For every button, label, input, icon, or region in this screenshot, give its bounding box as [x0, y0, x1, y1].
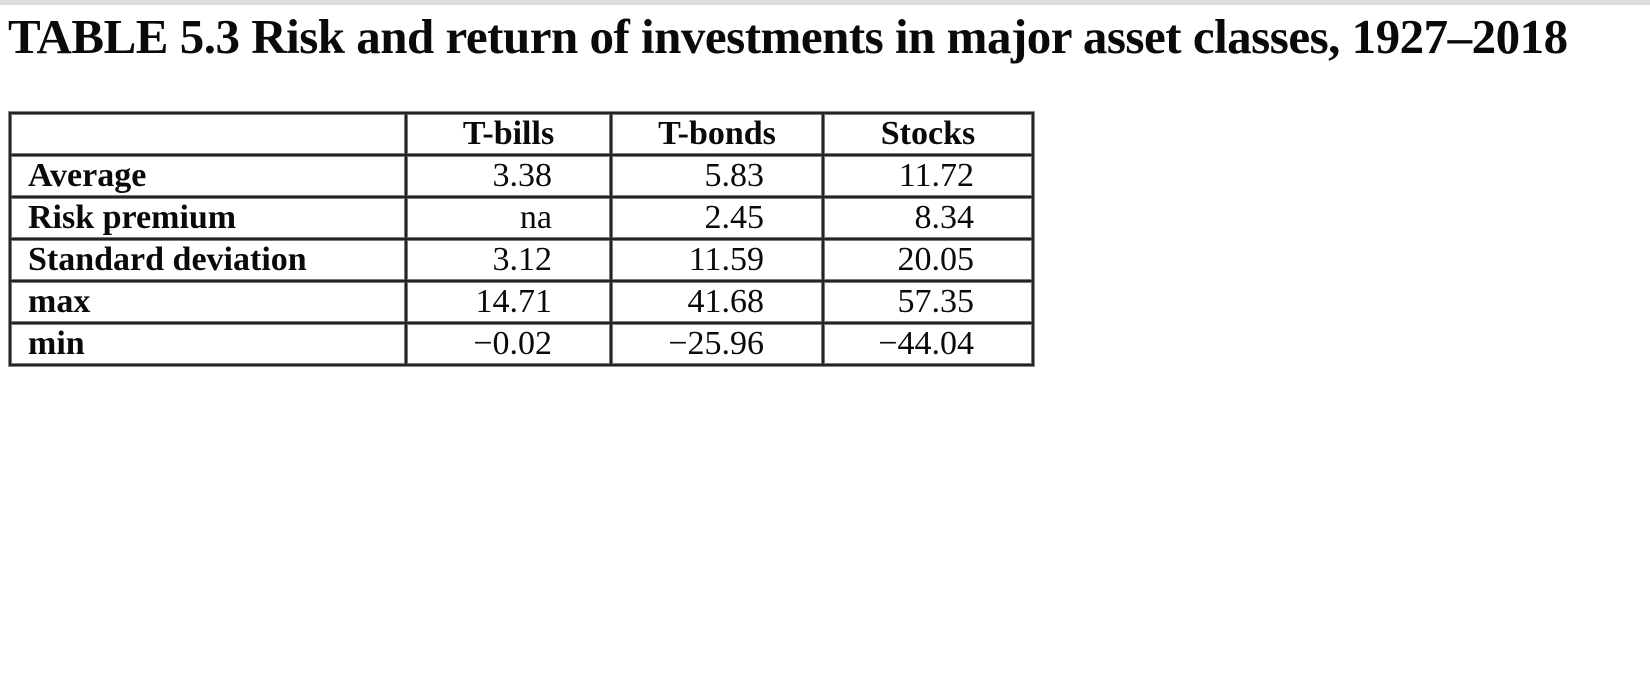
cell-min-t-bills: −0.02: [407, 324, 610, 364]
cell-average-t-bonds: 5.83: [612, 156, 822, 196]
table-row-max: max 14.71 41.68 57.35: [11, 282, 1032, 322]
cell-average-t-bills: 3.38: [407, 156, 610, 196]
cell-max-stocks: 57.35: [824, 282, 1032, 322]
header-stocks: Stocks: [824, 114, 1032, 154]
table-title: TABLE 5.3 Risk and return of investments…: [8, 9, 1568, 64]
cell-risk-premium-t-bonds: 2.45: [612, 198, 822, 238]
cell-min-stocks: −44.04: [824, 324, 1032, 364]
header-row: T-bills T-bonds Stocks: [11, 114, 1032, 154]
row-label-risk-premium: Risk premium: [11, 198, 405, 238]
risk-return-table: T-bills T-bonds Stocks Average 3.38 5.83…: [8, 111, 1035, 367]
cell-standard-deviation-stocks: 20.05: [824, 240, 1032, 280]
row-label-max: max: [11, 282, 405, 322]
cell-risk-premium-stocks: 8.34: [824, 198, 1032, 238]
cell-min-t-bonds: −25.96: [612, 324, 822, 364]
table-row-standard-deviation: Standard deviation 3.12 11.59 20.05: [11, 240, 1032, 280]
cell-average-stocks: 11.72: [824, 156, 1032, 196]
row-label-min: min: [11, 324, 405, 364]
header-empty-cell: [11, 114, 405, 154]
header-t-bills: T-bills: [407, 114, 610, 154]
table-row-average: Average 3.38 5.83 11.72: [11, 156, 1032, 196]
header-t-bonds: T-bonds: [612, 114, 822, 154]
cell-max-t-bonds: 41.68: [612, 282, 822, 322]
cell-standard-deviation-t-bonds: 11.59: [612, 240, 822, 280]
table-row-risk-premium: Risk premium na 2.45 8.34: [11, 198, 1032, 238]
row-label-standard-deviation: Standard deviation: [11, 240, 405, 280]
cell-max-t-bills: 14.71: [407, 282, 610, 322]
table-row-min: min −0.02 −25.96 −44.04: [11, 324, 1032, 364]
window-top-strip: [0, 0, 1650, 5]
cell-standard-deviation-t-bills: 3.12: [407, 240, 610, 280]
cell-risk-premium-t-bills: na: [407, 198, 610, 238]
row-label-average: Average: [11, 156, 405, 196]
